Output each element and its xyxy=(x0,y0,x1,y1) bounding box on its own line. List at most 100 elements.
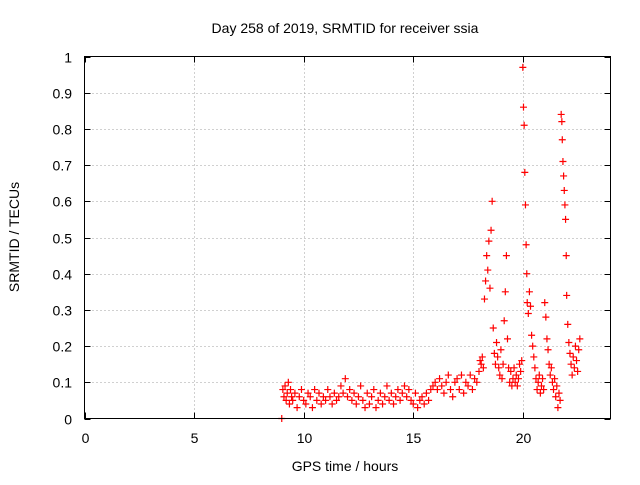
data-point xyxy=(471,375,479,383)
data-point xyxy=(563,291,571,299)
data-point xyxy=(553,382,561,390)
y-tick-label: 0.4 xyxy=(53,267,73,283)
data-point xyxy=(346,386,354,394)
data-point xyxy=(545,360,553,368)
data-point xyxy=(451,378,459,386)
data-point xyxy=(447,386,455,394)
data-point xyxy=(513,382,521,390)
data-point xyxy=(462,378,470,386)
data-point xyxy=(501,288,509,296)
data-point xyxy=(280,393,288,401)
data-point xyxy=(517,367,525,375)
data-point xyxy=(541,299,549,307)
data-point xyxy=(488,197,496,205)
chart-title: Day 258 of 2019, SRMTID for receiver ssi… xyxy=(212,20,479,36)
data-point xyxy=(468,386,476,394)
data-point xyxy=(328,400,336,408)
plot-frame xyxy=(84,56,611,419)
data-point xyxy=(427,386,435,394)
data-point xyxy=(291,389,299,397)
data-point xyxy=(285,400,293,408)
data-points xyxy=(278,63,584,422)
data-point xyxy=(357,382,365,390)
data-point xyxy=(560,186,568,194)
data-point xyxy=(570,364,578,372)
data-point xyxy=(284,378,292,386)
data-point xyxy=(363,389,371,397)
data-point xyxy=(416,396,424,404)
data-point xyxy=(519,103,527,111)
data-point xyxy=(400,382,408,390)
data-point xyxy=(453,375,461,383)
data-point xyxy=(567,360,575,368)
data-point xyxy=(503,335,511,343)
data-point xyxy=(326,393,334,401)
data-point xyxy=(438,382,446,390)
data-point xyxy=(365,400,373,408)
y-tick-label: 0.9 xyxy=(53,86,73,102)
data-point xyxy=(507,367,515,375)
data-point xyxy=(279,386,287,394)
data-point xyxy=(407,396,415,404)
data-point xyxy=(546,371,554,379)
data-point xyxy=(429,382,437,390)
data-point xyxy=(396,396,404,404)
data-point xyxy=(409,400,417,408)
data-point xyxy=(372,404,380,412)
data-point xyxy=(379,400,387,408)
data-point xyxy=(558,118,566,126)
grid-lines xyxy=(84,56,611,419)
data-point xyxy=(571,342,579,350)
data-point xyxy=(494,353,502,361)
data-point xyxy=(344,393,351,401)
data-point xyxy=(319,393,327,401)
data-point xyxy=(457,371,465,379)
data-point xyxy=(304,389,312,397)
data-point xyxy=(383,382,391,390)
data-point xyxy=(477,360,485,368)
data-point xyxy=(300,396,308,404)
data-point xyxy=(491,360,499,368)
data-point xyxy=(543,335,551,343)
data-point xyxy=(489,324,497,332)
data-point xyxy=(569,353,577,361)
data-point xyxy=(339,389,347,397)
data-point xyxy=(539,375,547,383)
data-point xyxy=(436,375,444,383)
data-point xyxy=(444,371,452,379)
data-point xyxy=(376,389,384,397)
data-point xyxy=(560,172,568,180)
data-point xyxy=(297,386,305,394)
x-axis-title: GPS time / hours xyxy=(292,458,399,474)
data-point xyxy=(317,400,325,408)
data-point xyxy=(411,389,419,397)
data-point xyxy=(562,215,570,223)
data-point xyxy=(500,317,508,325)
data-point xyxy=(306,393,314,401)
data-point xyxy=(540,386,548,394)
y-tick-label: 1 xyxy=(64,50,72,66)
data-point xyxy=(361,404,369,412)
x-tick-label: 10 xyxy=(297,430,313,446)
data-point xyxy=(544,346,552,354)
data-point xyxy=(398,389,406,397)
data-point xyxy=(498,375,506,383)
data-point xyxy=(330,389,338,397)
data-point xyxy=(556,396,564,404)
data-point xyxy=(313,396,321,404)
data-point xyxy=(542,313,550,321)
data-point xyxy=(295,393,303,401)
data-point xyxy=(478,353,486,361)
data-point xyxy=(531,364,539,372)
data-point xyxy=(368,393,376,401)
x-tick-label: 0 xyxy=(82,430,90,446)
x-tick-label: 20 xyxy=(516,430,532,446)
data-point xyxy=(473,378,481,386)
data-point xyxy=(475,367,483,375)
data-point xyxy=(293,404,301,412)
data-point xyxy=(534,378,542,386)
data-point xyxy=(288,393,296,401)
data-point xyxy=(387,389,395,397)
data-point xyxy=(405,386,413,394)
data-point xyxy=(302,400,310,408)
